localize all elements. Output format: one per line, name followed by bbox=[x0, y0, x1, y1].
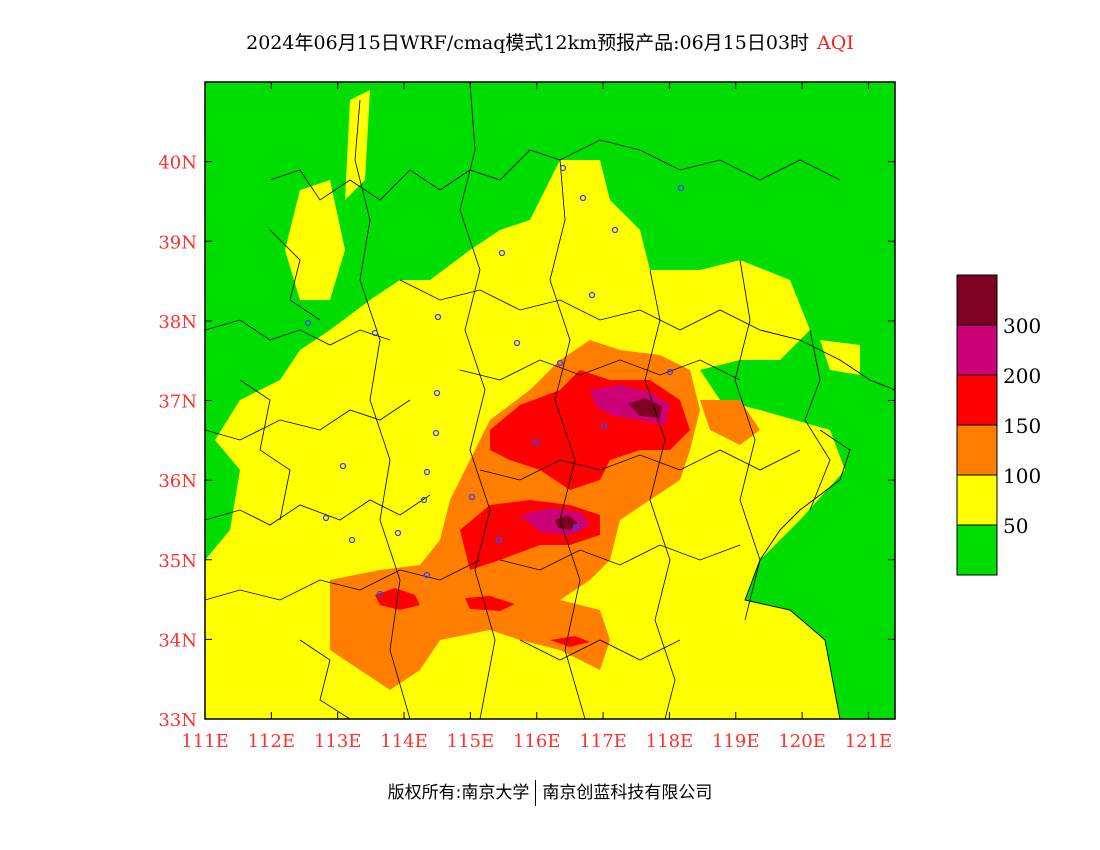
city-marker bbox=[611, 226, 619, 234]
city-marker bbox=[339, 462, 347, 470]
city-marker bbox=[322, 514, 330, 522]
city-marker bbox=[513, 339, 521, 347]
lat-label: 40N bbox=[158, 153, 197, 174]
lon-axis-labels: 111E 112E 113E 114E 115E 116E 117E 118E 119E 120E… bbox=[181, 731, 892, 752]
admin-boundaries bbox=[205, 82, 841, 719]
city-marker bbox=[600, 422, 608, 430]
city-marker bbox=[498, 249, 506, 257]
city-marker bbox=[556, 359, 564, 367]
aqi-moderate-northwest-strip bbox=[285, 180, 345, 300]
city-marker bbox=[432, 429, 440, 437]
aqi-level-hazardous-core-1 bbox=[628, 398, 662, 418]
city-marker bbox=[666, 368, 674, 376]
lon-label: 113E bbox=[314, 731, 362, 752]
title-variable: AQI bbox=[817, 32, 854, 54]
lat-label: 37N bbox=[158, 392, 197, 413]
legend-label: 300 bbox=[1003, 314, 1041, 338]
city-marker bbox=[588, 291, 596, 299]
legend-swatch bbox=[956, 474, 998, 526]
city-marker bbox=[572, 523, 580, 531]
city-marker bbox=[579, 194, 587, 202]
legend-label: 100 bbox=[1003, 464, 1041, 488]
city-marker bbox=[532, 439, 540, 447]
copyright-right: 南京创蓝科技有限公司 bbox=[542, 783, 713, 803]
city-marker bbox=[348, 536, 356, 544]
city-marker bbox=[376, 590, 384, 598]
legend-swatch bbox=[956, 274, 998, 326]
lon-label: 114E bbox=[380, 731, 428, 752]
city-marker bbox=[423, 571, 431, 579]
footer-separator bbox=[535, 780, 537, 806]
lon-label: 115E bbox=[447, 731, 495, 752]
lon-label: 120E bbox=[778, 731, 826, 752]
city-marker bbox=[420, 496, 428, 504]
city-marker bbox=[495, 536, 503, 544]
lon-label: 119E bbox=[712, 731, 760, 752]
lon-label: 112E bbox=[248, 731, 296, 752]
city-marker bbox=[468, 493, 476, 501]
city-marker bbox=[371, 329, 379, 337]
coastline bbox=[679, 309, 895, 719]
legend-swatch bbox=[956, 524, 998, 576]
aqi-moderate-north-strip bbox=[345, 90, 370, 200]
lat-label: 36N bbox=[158, 471, 197, 492]
city-marker bbox=[423, 468, 431, 476]
lon-label: 118E bbox=[646, 731, 694, 752]
title-main: 2024年06月15日WRF/cmaq模式12km预报产品:06月15日03时 bbox=[246, 32, 810, 54]
lat-label: 38N bbox=[158, 312, 197, 333]
lat-label: 34N bbox=[158, 630, 197, 651]
map-field bbox=[205, 82, 895, 719]
lat-label: 35N bbox=[158, 551, 197, 572]
aqi-unhealthy-south-patch-3 bbox=[550, 636, 590, 647]
lat-axis-labels: 33N 34N 35N 36N 37N 38N 39N 40N bbox=[158, 153, 197, 731]
city-marker bbox=[394, 529, 402, 537]
legend-swatch bbox=[956, 374, 998, 426]
copyright-footer: 版权所有:南京大学 南京创蓝科技有限公司 bbox=[0, 778, 1100, 806]
city-marker bbox=[559, 164, 567, 172]
legend-label: 200 bbox=[1003, 364, 1041, 388]
aqi-very-unhealthy-central-patch bbox=[520, 508, 590, 535]
lat-label: 39N bbox=[158, 232, 197, 253]
lon-label: 121E bbox=[845, 731, 893, 752]
legend-label: 50 bbox=[1003, 514, 1028, 538]
legend-swatch bbox=[956, 324, 998, 376]
city-marker bbox=[304, 319, 312, 327]
aqi-legend: 50 100 150 200 300 bbox=[956, 274, 1041, 576]
aqi-unhealthy-south-patch-2 bbox=[465, 596, 515, 611]
lon-label: 117E bbox=[579, 731, 627, 752]
lon-label: 111E bbox=[181, 731, 229, 752]
map-title: 2024年06月15日WRF/cmaq模式12km预报产品:06月15日03时 A… bbox=[0, 28, 1100, 55]
city-marker bbox=[677, 184, 685, 192]
city-marker bbox=[434, 313, 442, 321]
legend-swatch bbox=[956, 424, 998, 476]
aqi-level-hazardous-core-2 bbox=[555, 515, 578, 530]
lon-label: 116E bbox=[513, 731, 561, 752]
lat-label: 33N bbox=[158, 710, 197, 731]
city-marker bbox=[433, 389, 441, 397]
axis-ticks bbox=[204, 82, 895, 720]
copyright-left: 版权所有:南京大学 bbox=[387, 783, 530, 803]
legend-label: 150 bbox=[1003, 414, 1041, 438]
city-markers bbox=[304, 164, 685, 598]
